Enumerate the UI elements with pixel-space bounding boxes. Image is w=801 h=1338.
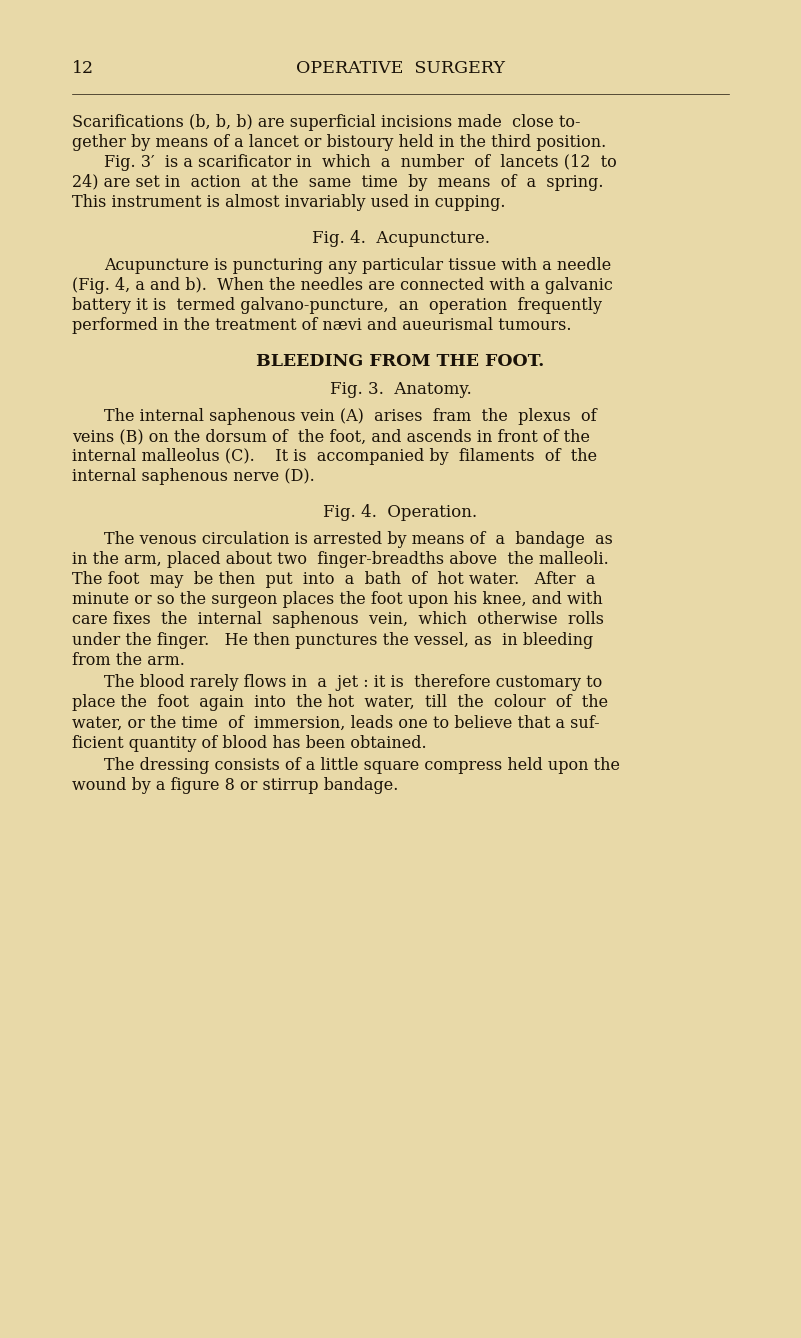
- Text: ficient quantity of blood has been obtained.: ficient quantity of blood has been obtai…: [72, 735, 427, 752]
- Text: BLEEDING FROM THE FOOT.: BLEEDING FROM THE FOOT.: [256, 353, 545, 371]
- Text: OPERATIVE  SURGERY: OPERATIVE SURGERY: [296, 60, 505, 78]
- Text: place the  foot  again  into  the hot  water,  till  the  colour  of  the: place the foot again into the hot water,…: [72, 694, 608, 712]
- Text: Fig. 4.  Acupuncture.: Fig. 4. Acupuncture.: [312, 230, 489, 248]
- Text: The dressing consists of a little square compress held upon the: The dressing consists of a little square…: [104, 757, 620, 775]
- Text: Fig. 4.  Operation.: Fig. 4. Operation.: [324, 504, 477, 522]
- Text: (Fig. 4, a and b).  When the needles are connected with a galvanic: (Fig. 4, a and b). When the needles are …: [72, 277, 613, 294]
- Text: Acupuncture is puncturing any particular tissue with a needle: Acupuncture is puncturing any particular…: [104, 257, 611, 274]
- Text: The internal saphenous vein (A)  arises  fram  the  plexus  of: The internal saphenous vein (A) arises f…: [104, 408, 597, 425]
- Text: This instrument is almost invariably used in cupping.: This instrument is almost invariably use…: [72, 194, 505, 211]
- Text: The venous circulation is arrested by means of  a  bandage  as: The venous circulation is arrested by me…: [104, 531, 613, 549]
- Text: Fig. 3.  Anatomy.: Fig. 3. Anatomy.: [330, 381, 471, 399]
- Text: 12: 12: [72, 60, 95, 78]
- Text: The foot  may  be then  put  into  a  bath  of  hot water.   After  a: The foot may be then put into a bath of …: [72, 571, 595, 589]
- Text: care fixes  the  internal  saphenous  vein,  which  otherwise  rolls: care fixes the internal saphenous vein, …: [72, 611, 604, 629]
- Text: internal saphenous nerve (D).: internal saphenous nerve (D).: [72, 468, 315, 486]
- Text: in the arm, placed about two  finger-breadths above  the malleoli.: in the arm, placed about two finger-brea…: [72, 551, 609, 569]
- Text: gether by means of a lancet or bistoury held in the third position.: gether by means of a lancet or bistoury …: [72, 134, 606, 151]
- Text: under the finger.   He then punctures the vessel, as  in bleeding: under the finger. He then punctures the …: [72, 632, 594, 649]
- Text: 24) are set in  action  at the  same  time  by  means  of  a  spring.: 24) are set in action at the same time b…: [72, 174, 604, 191]
- Text: battery it is  termed galvano-puncture,  an  operation  frequently: battery it is termed galvano-puncture, a…: [72, 297, 602, 314]
- Text: water, or the time  of  immersion, leads one to believe that a suf-: water, or the time of immersion, leads o…: [72, 714, 600, 732]
- Text: The blood rarely flows in  a  jet : it is  therefore customary to: The blood rarely flows in a jet : it is …: [104, 674, 602, 692]
- Text: wound by a figure 8 or stirrup bandage.: wound by a figure 8 or stirrup bandage.: [72, 777, 398, 795]
- Text: performed in the treatment of nævi and aueurismal tumours.: performed in the treatment of nævi and a…: [72, 317, 572, 334]
- Text: minute or so the surgeon places the foot upon his knee, and with: minute or so the surgeon places the foot…: [72, 591, 603, 609]
- Text: internal malleolus (C).    It is  accompanied by  filaments  of  the: internal malleolus (C). It is accompanie…: [72, 448, 598, 466]
- Text: veins (B) on the dorsum of  the foot, and ascends in front of the: veins (B) on the dorsum of the foot, and…: [72, 428, 590, 446]
- Text: Scarifications (b, b, b) are superficial incisions made  close to-: Scarifications (b, b, b) are superficial…: [72, 114, 581, 131]
- Text: Fig. 3′  is a scarificator in  which  a  number  of  lancets (12  to: Fig. 3′ is a scarificator in which a num…: [104, 154, 617, 171]
- Text: from the arm.: from the arm.: [72, 652, 185, 669]
